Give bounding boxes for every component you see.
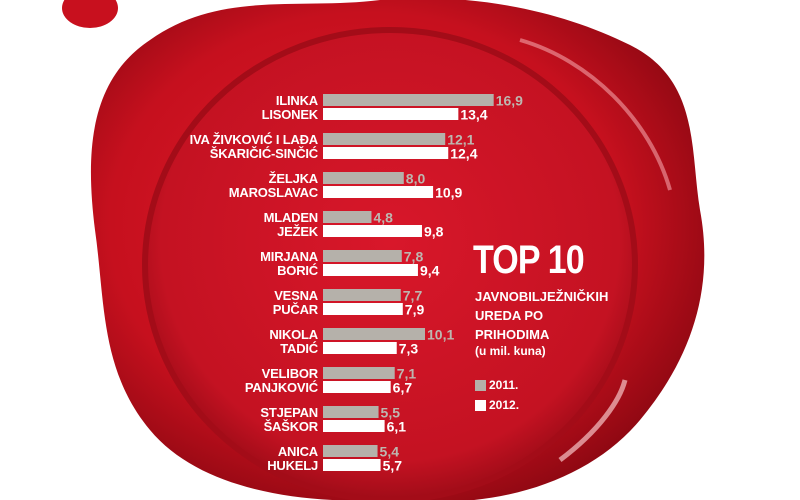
category-label: MLADEN (264, 210, 318, 225)
bar-2012 (323, 459, 381, 471)
data-label: 16,9 (496, 93, 523, 109)
category-label: MAROSLAVAC (229, 185, 319, 200)
data-label: 9,8 (424, 224, 444, 240)
chart-unit: (u mil. kuna) (475, 344, 546, 358)
chart-title: TOP 10 (473, 238, 585, 282)
category-label: VESNA (274, 288, 319, 303)
category-label: VELIBOR (262, 366, 319, 381)
category-label: TADIĆ (280, 341, 319, 356)
category-label: ŠAŠKOR (264, 419, 319, 434)
category-label: ŽELJKA (269, 171, 319, 186)
data-label: 12,4 (450, 146, 477, 162)
bar-2011 (323, 172, 404, 184)
data-label: 5,7 (383, 458, 403, 474)
legend-swatch-2011 (475, 379, 486, 391)
wax-droplet (62, 0, 118, 28)
bar-2011 (323, 367, 395, 379)
data-label: 6,7 (393, 380, 413, 396)
data-label: 7,9 (405, 302, 425, 318)
chart-subtitle: JAVNOBILJEŽNIČKIH UREDA PO PRIHODIMA (475, 289, 609, 342)
data-label: 7,1 (397, 366, 417, 382)
legend-item-2012: 2012. (475, 398, 519, 412)
category-label: ILINKA (276, 93, 319, 108)
data-label: 7,7 (403, 288, 423, 304)
bar-2012 (323, 147, 449, 159)
data-label: 9,4 (420, 263, 440, 279)
data-label: 4,8 (373, 210, 393, 226)
bar-2012 (323, 381, 391, 393)
data-label: 13,4 (460, 107, 487, 123)
data-label: 10,1 (427, 327, 454, 343)
bar-2011 (323, 289, 401, 301)
category-label: HUKELJ (267, 458, 318, 473)
legend-item-2011: 2011. (475, 378, 518, 392)
bar-2012 (323, 342, 397, 354)
bar-2011 (323, 94, 494, 106)
category-label: ANICA (278, 444, 319, 459)
data-label: 5,4 (380, 444, 400, 460)
bar-2012 (323, 264, 418, 276)
legend-label: 2011. (489, 378, 519, 392)
bar-2011 (323, 445, 378, 457)
category-label: LISONEK (262, 107, 319, 122)
category-label: STJEPAN (260, 405, 318, 420)
bar-2011 (323, 211, 372, 223)
category-label: PUČAR (273, 302, 319, 317)
data-label: 7,3 (399, 341, 419, 357)
bar-2012 (323, 108, 459, 120)
category-label: IVA ŽIVKOVIĆ I LAĐA (190, 132, 319, 147)
category-label: JEŽEK (277, 224, 319, 239)
category-label: ŠKARIČIĆ-SINČIĆ (210, 146, 319, 161)
bar-2011 (323, 250, 402, 262)
bar-2011 (323, 133, 446, 145)
data-label: 10,9 (435, 185, 462, 201)
bar-2011 (323, 406, 379, 418)
bar-2012 (323, 225, 422, 237)
bar-2012 (323, 420, 385, 432)
bar-2012 (323, 303, 403, 315)
data-label: 12,1 (447, 132, 474, 148)
bar-2012 (323, 186, 434, 198)
data-label: 6,1 (387, 419, 407, 435)
legend-label: 2012. (489, 398, 520, 412)
data-label: 7,8 (404, 249, 424, 265)
category-label: PANJKOVIĆ (245, 380, 319, 395)
category-label: MIRJANA (260, 249, 319, 264)
category-label: BORIĆ (277, 263, 319, 278)
data-label: 8,0 (406, 171, 426, 187)
legend-swatch-2012 (475, 399, 486, 411)
bar-2011 (323, 328, 426, 340)
data-label: 5,5 (381, 405, 401, 421)
category-label: NIKOLA (269, 327, 318, 342)
